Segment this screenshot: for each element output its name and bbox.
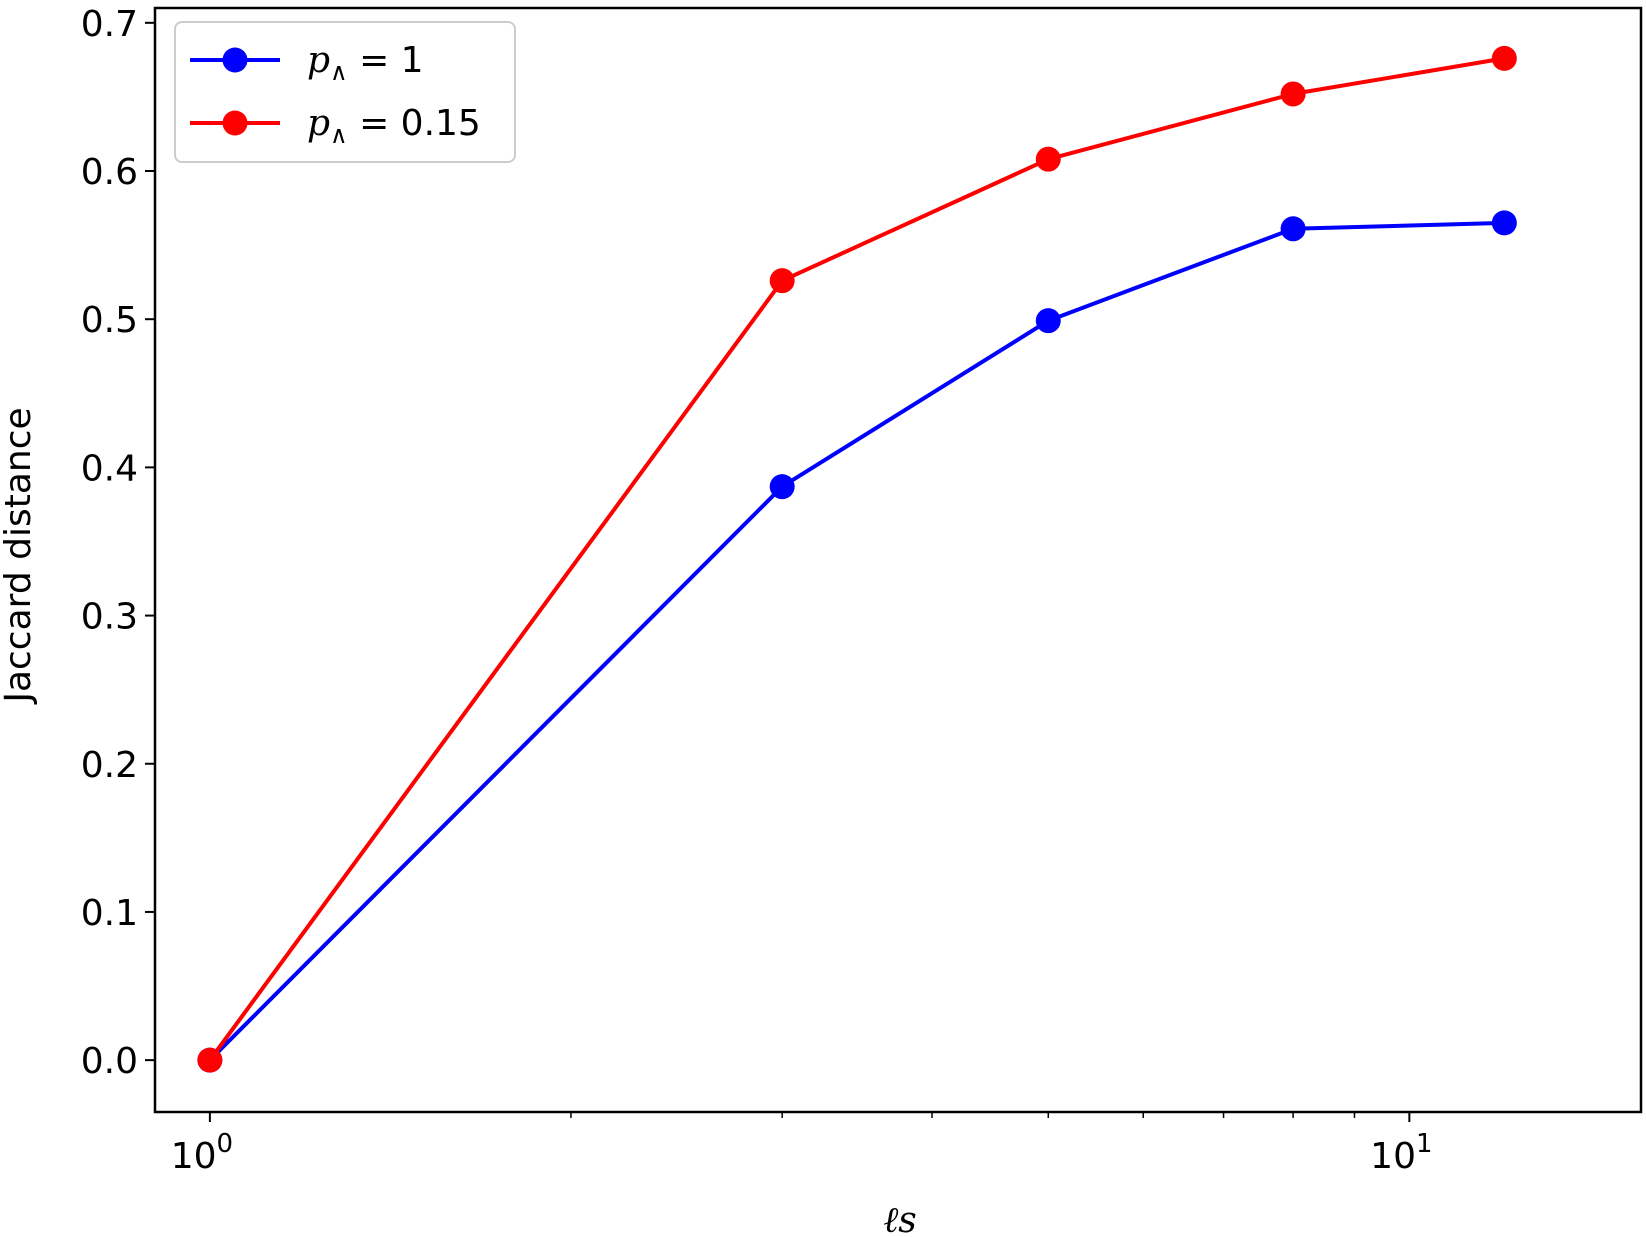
y-axis-label: Jaccard distance xyxy=(0,407,39,704)
y-tick-label: 0.5 xyxy=(81,300,138,341)
legend-marker xyxy=(222,110,248,136)
data-point xyxy=(1491,45,1517,71)
data-point xyxy=(1035,308,1061,334)
legend-label: p∧ = 0.15 xyxy=(307,103,481,149)
series-1 xyxy=(197,45,1517,1073)
y-tick-label: 0.0 xyxy=(81,1041,138,1082)
series-layer xyxy=(197,45,1517,1073)
plot-frame xyxy=(153,6,1643,1114)
legend-label: p∧ = 1 xyxy=(307,40,424,86)
y-tick-label: 0.3 xyxy=(81,597,138,638)
legend-box xyxy=(174,21,516,163)
y-tick-label: 0.7 xyxy=(81,4,138,45)
y-tick-label: 0.2 xyxy=(81,745,138,786)
legend-marker xyxy=(222,47,248,73)
data-point xyxy=(1035,146,1061,172)
legend: p∧ = 1 p∧ = 0.15 xyxy=(174,21,516,163)
y-axis: 0.0 0.1 0.2 0.3 0.4 0.5 0.6 0.7 xyxy=(81,4,155,1082)
y-tick-label: 0.4 xyxy=(81,448,138,489)
x-tick-label: 101 xyxy=(1370,1129,1432,1177)
x-tick-label: 100 xyxy=(171,1129,233,1177)
data-point xyxy=(197,1047,223,1073)
series-line xyxy=(208,220,1505,1062)
y-tick-label: 0.6 xyxy=(81,152,138,193)
data-point xyxy=(1280,216,1306,242)
plot-area xyxy=(153,6,1643,1114)
data-point xyxy=(769,474,795,500)
y-tick-label: 0.1 xyxy=(81,893,138,934)
data-point xyxy=(769,268,795,294)
data-point xyxy=(1491,210,1517,236)
series-0 xyxy=(197,210,1517,1073)
series-line xyxy=(208,56,1505,1062)
x-axis-label: ℓs xyxy=(883,1200,916,1237)
data-point xyxy=(1280,81,1306,107)
x-axis: 100 101 xyxy=(171,1112,1433,1177)
